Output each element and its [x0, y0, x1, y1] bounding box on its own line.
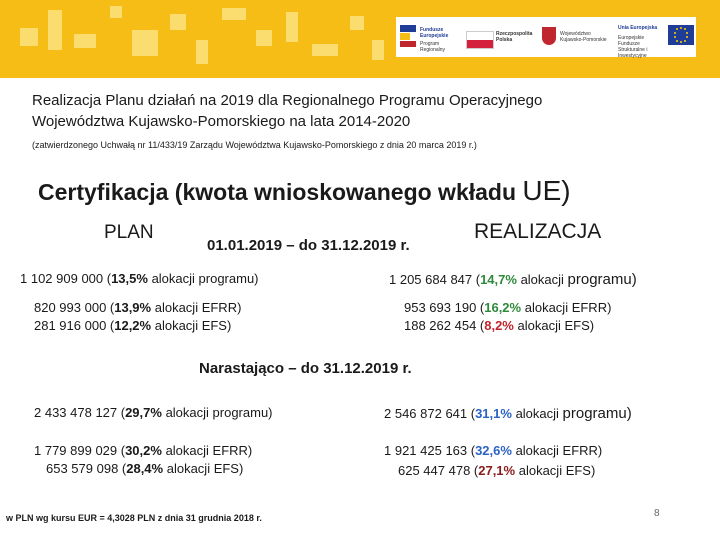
coat-of-arms-icon [542, 27, 556, 45]
amount: 653 579 098 ( [46, 461, 127, 476]
cum-real-efrr: 1 921 425 163 (32,6% alokacji EFRR) [384, 443, 602, 458]
heading-main: Certyfikacja (kwota wnioskowanego wkładu [38, 179, 517, 205]
title-line-2: Województwa Kujawsko-Pomorskiego na lata… [32, 113, 411, 130]
cum-plan-efrr: 1 779 899 029 (30,2% alokacji EFRR) [34, 443, 252, 458]
real-efs: 188 262 454 (8,2% alokacji EFS) [404, 318, 594, 333]
amount: 625 447 478 ( [398, 463, 479, 478]
rest: alokacji EFRR) [151, 300, 242, 315]
logo-ue-subtitle: Europejskie Fundusze Strukturalne i Inwe… [618, 35, 648, 59]
heading-ue: UE) [522, 175, 571, 206]
pct: 28,4% [126, 461, 164, 476]
logo-rp-name: Rzeczpospolita Polska [496, 31, 533, 43]
rest: alokacji EFS) [163, 461, 244, 476]
amount: 1 102 909 000 ( [20, 271, 112, 286]
footnote: w PLN wg kursu EUR = 4,3028 PLN z dnia 3… [6, 513, 262, 523]
cum-real-efs: 625 447 478 (27,1% alokacji EFS) [398, 463, 595, 478]
amount: 2 433 478 127 ( [34, 405, 126, 420]
decor-square [110, 6, 122, 18]
fe-emblem-icon [400, 25, 416, 47]
title-line-1: Realizacja Planu działań na 2019 dla Reg… [32, 92, 543, 109]
decor-square [132, 30, 158, 56]
pct: 30,2% [125, 443, 162, 458]
pct: 13,9% [114, 300, 152, 315]
page-number: 8 [654, 508, 660, 519]
real-program: 1 205 684 847 (14,7% alokacji programu) [389, 271, 637, 288]
plan-efrr: 820 993 000 (13,9% alokacji EFRR) [34, 300, 241, 315]
pct: 31,1% [475, 406, 512, 421]
rest: alokacji programu) [161, 405, 273, 420]
logo-ue: Unia Europejska Europejskie Fundusze Str… [618, 21, 694, 59]
plan-label: PLAN [104, 222, 154, 243]
certification-heading: Certyfikacja (kwota wnioskowanego wkładu… [38, 175, 571, 207]
decor-square [48, 10, 62, 50]
rest: alokacji EFS) [515, 463, 596, 478]
cum-plan-efs: 653 579 098 (28,4% alokacji EFS) [46, 461, 243, 476]
amount: 1 779 899 029 ( [34, 443, 126, 458]
logo-ue-name: Unia Europejska [618, 25, 658, 31]
decor-square [372, 40, 384, 60]
rest: alokacji EFRR) [521, 300, 612, 315]
pct: 32,6% [475, 443, 512, 458]
rest2: programu) [562, 405, 632, 422]
plan-efs: 281 916 000 (12,2% alokacji EFS) [34, 318, 231, 333]
cumulative-label: Narastająco – do 31.12.2019 r. [199, 360, 412, 377]
plan-program: 1 102 909 000 (13,5% alokacji programu) [20, 271, 259, 286]
period-label: 01.01.2019 – do 31.12.2019 r. [207, 237, 410, 254]
pl-flag-icon [466, 31, 494, 49]
amount: 953 693 190 ( [404, 300, 485, 315]
rest: alokacji programu) [147, 271, 259, 286]
rest: alokacji [511, 406, 563, 421]
rest: alokacji EFS) [151, 318, 232, 333]
amount: 2 546 872 641 ( [384, 406, 476, 421]
decor-square [74, 34, 96, 48]
rest2: programu) [567, 271, 637, 288]
logos-strip: Fundusze Europejskie Program Regionalny … [396, 17, 696, 59]
header-band: Fundusze Europejskie Program Regionalny … [0, 0, 720, 78]
eu-flag-icon [668, 25, 694, 45]
logo-rp: Rzeczpospolita Polska [466, 21, 536, 53]
pct: 27,1% [478, 463, 516, 478]
logo-fundusze: Fundusze Europejskie Program Regionalny [400, 21, 462, 53]
amount: 820 993 000 ( [34, 300, 115, 315]
decor-square [256, 30, 272, 46]
logo-fundusze-subtitle: Program Regionalny [420, 41, 446, 53]
rest: alokacji EFRR) [511, 443, 603, 458]
decor-square [196, 40, 208, 64]
pct: 14,7% [480, 272, 517, 287]
pct: 12,2% [114, 318, 152, 333]
decor-square [312, 44, 338, 56]
cum-plan-program: 2 433 478 127 (29,7% alokacji programu) [34, 405, 273, 420]
decor-square [20, 28, 38, 46]
decor-square [222, 8, 246, 20]
logo-fundusze-name: Fundusze Europejskie [420, 27, 449, 39]
decor-square [350, 16, 364, 30]
pct: 16,2% [484, 300, 522, 315]
pct: 29,7% [125, 405, 162, 420]
logo-wojewodztwo: Województwo Kujawsko-Pomorskie [542, 21, 614, 53]
amount: 1 205 684 847 ( [389, 272, 481, 287]
title-note: (zatwierdzonego Uchwałą nr 11/433/19 Zar… [32, 140, 477, 150]
amount: 281 916 000 ( [34, 318, 115, 333]
amount: 1 921 425 163 ( [384, 443, 476, 458]
rest: alokacji EFRR) [161, 443, 253, 458]
rest: alokacji [516, 272, 568, 287]
cum-real-program: 2 546 872 641 (31,1% alokacji programu) [384, 405, 632, 422]
amount: 188 262 454 ( [404, 318, 485, 333]
pct: 13,5% [111, 271, 148, 286]
pct: 8,2% [484, 318, 514, 333]
rest: alokacji EFS) [513, 318, 595, 333]
logo-wojewodztwo-name: Województwo Kujawsko-Pomorskie [560, 31, 607, 43]
real-efrr: 953 693 190 (16,2% alokacji EFRR) [404, 300, 611, 315]
decor-square [170, 14, 186, 30]
realizacja-label: REALIZACJA [474, 220, 602, 243]
decor-square [286, 12, 298, 42]
